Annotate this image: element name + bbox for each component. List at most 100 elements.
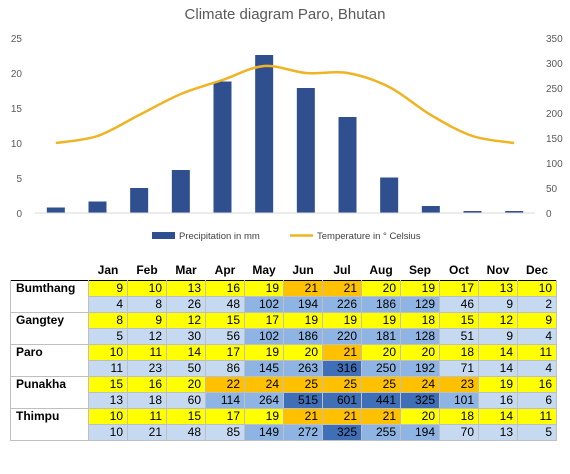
month-header-jun: Jun <box>292 262 314 277</box>
precip-cell: 149 <box>244 423 284 441</box>
temp-cell: 19 <box>244 279 284 297</box>
month-header-aug: Aug <box>369 262 393 277</box>
precip-cell: 515 <box>283 391 323 409</box>
precip-bar-nov <box>463 211 482 213</box>
temp-cell: 20 <box>400 343 440 361</box>
right-tick-label: 300 <box>546 59 563 70</box>
precip-cell: 48 <box>166 423 206 441</box>
left-tick-label: 5 <box>16 174 22 185</box>
precip-bar-jan <box>46 207 65 213</box>
temp-cell: 25 <box>283 375 323 393</box>
temp-cell: 15 <box>88 375 128 393</box>
precip-bar-apr <box>171 170 190 213</box>
temp-cell: 11 <box>517 407 557 425</box>
precip-cell: 13 <box>478 423 518 441</box>
precip-cell: 192 <box>400 359 440 377</box>
temp-cell: 19 <box>478 375 518 393</box>
precip-cell: 10 <box>88 423 128 441</box>
precip-cell: 325 <box>322 423 362 441</box>
precip-cell: 71 <box>439 359 479 377</box>
punakha-temperature-row: Punakha 15 16 20 22 24 25 25 25 24 23 19 16 <box>10 375 557 393</box>
thimpu-temperature-row: Thimpu 10 11 15 17 19 21 21 21 20 18 14 11 <box>10 407 557 425</box>
legend-precip-label: Precipitation in mm <box>179 231 260 242</box>
precip-cell: 21 <box>127 423 167 441</box>
temp-cell: 20 <box>361 279 401 297</box>
temp-cell: 19 <box>244 343 284 361</box>
paro-temperature-row: Paro 10 11 14 17 19 20 21 20 20 18 14 11 <box>10 343 557 361</box>
temp-cell: 9 <box>127 311 167 329</box>
precip-cell: 23 <box>127 359 167 377</box>
precip-cell: 129 <box>400 295 440 313</box>
city-spacer <box>10 296 89 313</box>
precip-cell: 16 <box>478 391 518 409</box>
temp-cell: 19 <box>283 311 323 329</box>
month-header-sep: Sep <box>408 262 431 277</box>
precip-cell: 46 <box>439 295 479 313</box>
city-spacer <box>10 424 89 441</box>
punakha-precipitation-row: 13 18 60 114 264 515 601 441 325 101 16 6 <box>10 391 557 409</box>
precip-cell: 145 <box>244 359 284 377</box>
city-spacer <box>10 360 89 377</box>
precip-cell: 186 <box>361 295 401 313</box>
paro-precipitation-row: 11 23 50 86 145 263 316 250 192 71 14 4 <box>10 359 557 377</box>
precip-cell: 85 <box>205 423 245 441</box>
precip-cell: 102 <box>244 295 284 313</box>
temp-cell: 24 <box>400 375 440 393</box>
precip-cell: 51 <box>439 327 479 345</box>
temp-cell: 19 <box>244 407 284 425</box>
temp-cell: 13 <box>478 279 518 297</box>
precip-cell: 5 <box>88 327 128 345</box>
precip-bar-mar <box>130 188 149 213</box>
temp-cell: 19 <box>322 311 362 329</box>
temperature-line-path <box>55 64 515 145</box>
month-header-oct: Oct <box>448 262 469 277</box>
precip-cell: 325 <box>400 391 440 409</box>
month-header-feb: Feb <box>136 262 158 277</box>
precip-cell: 30 <box>166 327 206 345</box>
climate-chart: Climate diagram Paro, Bhutan 0510152025 … <box>11 6 563 242</box>
precip-cell: 194 <box>400 423 440 441</box>
right-tick-label: 150 <box>546 134 563 145</box>
precip-cell: 5 <box>517 423 557 441</box>
city-name: Paro <box>10 343 89 360</box>
city-name: Gangtey <box>10 311 89 328</box>
temp-cell: 17 <box>205 407 245 425</box>
temp-cell: 10 <box>88 407 128 425</box>
temp-cell: 15 <box>205 311 245 329</box>
precip-cell: 50 <box>166 359 206 377</box>
temp-cell: 10 <box>517 279 557 297</box>
precip-cell: 60 <box>166 391 206 409</box>
city-name: Thimpu <box>10 407 89 424</box>
precip-cell: 2 <box>517 295 557 313</box>
temp-cell: 16 <box>205 279 245 297</box>
precip-cell: 102 <box>244 327 284 345</box>
precip-cell: 13 <box>88 391 128 409</box>
temp-cell: 15 <box>166 407 206 425</box>
city-name: Punakha <box>10 375 89 392</box>
precip-cell: 255 <box>361 423 401 441</box>
temp-cell: 11 <box>517 343 557 361</box>
precip-cell: 114 <box>205 391 245 409</box>
precip-cell: 86 <box>205 359 245 377</box>
precip-cell: 101 <box>439 391 479 409</box>
precip-cell: 128 <box>400 327 440 345</box>
precip-cell: 4 <box>517 359 557 377</box>
temperature-line <box>55 64 515 145</box>
temp-cell: 16 <box>517 375 557 393</box>
temp-cell: 23 <box>439 375 479 393</box>
legend-temp-label: Temperature in ° Celsius <box>317 231 421 242</box>
precip-cell: 601 <box>322 391 362 409</box>
temp-cell: 17 <box>244 311 284 329</box>
temp-cell: 18 <box>439 343 479 361</box>
temp-cell: 21 <box>283 407 323 425</box>
temp-cell: 11 <box>127 407 167 425</box>
thimpu-precipitation-row: 10 21 48 85 149 272 325 255 194 70 13 5 <box>10 423 557 441</box>
precip-cell: 48 <box>205 295 245 313</box>
left-y-axis: 0 5 10 15 20 25 <box>11 34 23 220</box>
temp-cell: 16 <box>127 375 167 393</box>
right-y-axis: 0 50 100 150 200 250 300 350 <box>546 34 563 220</box>
precip-cell: 186 <box>283 327 323 345</box>
temp-cell: 18 <box>400 311 440 329</box>
city-name: Bumthang <box>10 279 89 296</box>
city-spacer <box>10 328 89 345</box>
